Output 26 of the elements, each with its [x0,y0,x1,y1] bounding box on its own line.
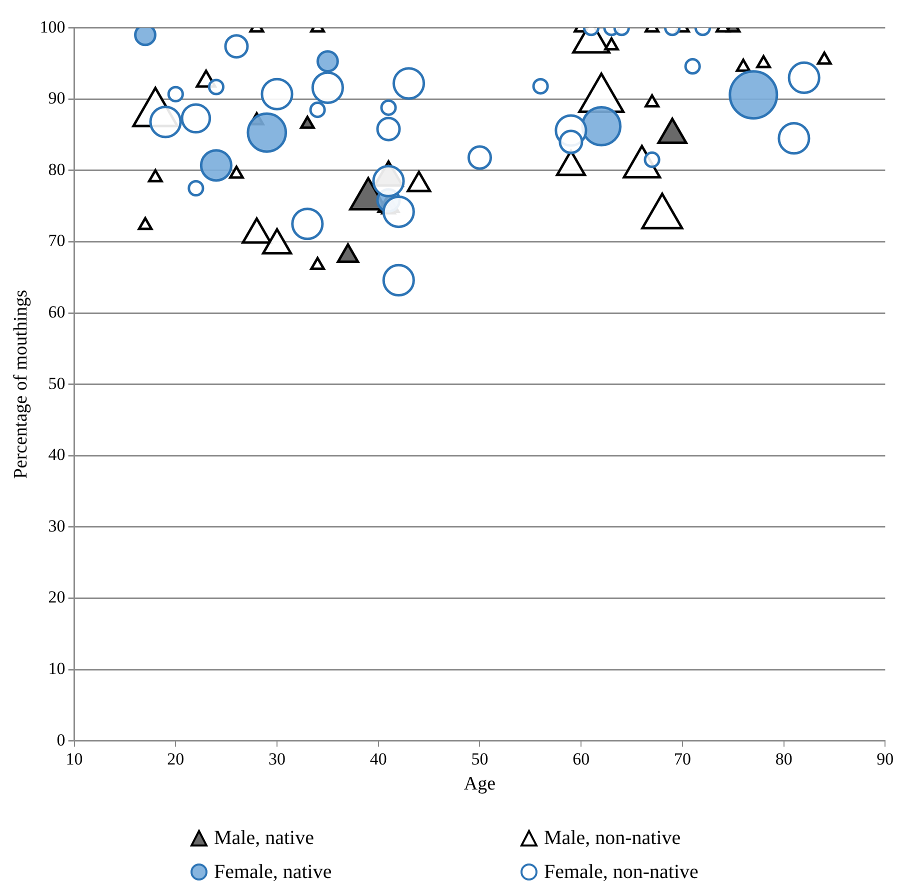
y-tick-label: 90 [48,88,66,108]
x-tick-label: 90 [876,749,894,768]
x-tick-label: 80 [775,749,792,768]
x-tick-label: 30 [268,749,286,768]
x-tick-label: 50 [471,749,488,768]
y-axis-title: Percentage of mouthings [10,290,32,479]
x-tick-label: 20 [167,749,184,768]
y-tick-label: 70 [48,231,66,250]
legend-label: Female, non-native [544,860,698,884]
y-tick-label: 40 [48,445,66,464]
legend-label: Female, native [214,860,332,884]
x-tick-label: 10 [66,749,83,768]
y-tick-label: 50 [48,374,66,393]
x-axis-title: Age [464,774,496,795]
y-tick-label: 80 [48,160,66,179]
x-tick-label: 60 [572,749,590,768]
x-tick-label: 70 [674,749,691,768]
legend-label: Male, non-native [544,826,681,850]
y-tick-label: 0 [56,730,66,750]
x-tick-label: 40 [370,749,387,768]
y-tick-label: 30 [48,516,66,536]
y-tick-label: 20 [48,588,66,607]
legend-label: Male, native [214,826,314,850]
y-tick-label: 100 [40,17,66,36]
y-tick-label: 10 [48,658,66,678]
y-tick-label: 60 [48,302,66,322]
